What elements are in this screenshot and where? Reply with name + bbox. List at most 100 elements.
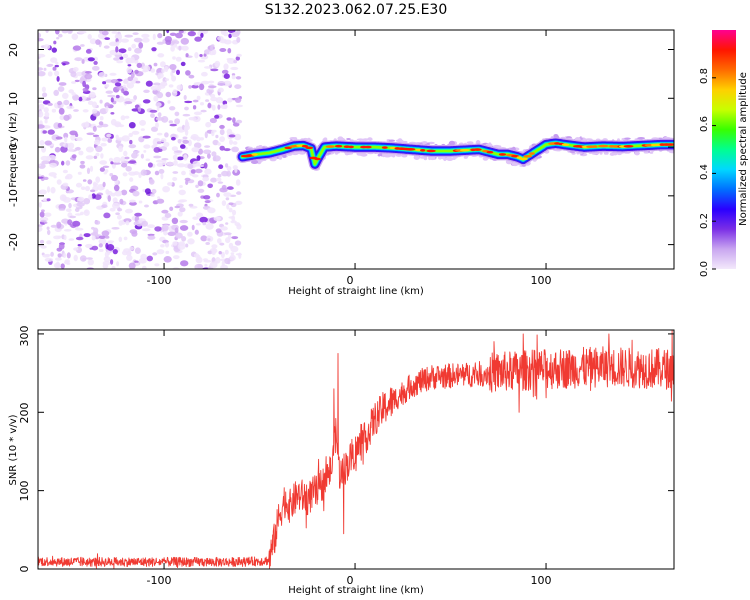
noise-speckle [54, 146, 61, 153]
noise-speckle [199, 216, 208, 223]
noise-speckle [56, 179, 62, 185]
noise-speckle [234, 240, 242, 246]
noise-speckle [38, 32, 42, 39]
noise-speckle [169, 32, 177, 36]
noise-speckle [164, 78, 170, 81]
noise-speckle [99, 160, 108, 165]
noise-speckle [55, 30, 60, 35]
noise-speckle [91, 235, 96, 241]
noise-speckle [208, 80, 215, 84]
noise-speckle [217, 173, 222, 178]
noise-speckle [193, 111, 203, 116]
noise-speckle [66, 148, 74, 152]
noise-speckle [134, 262, 140, 266]
noise-speckle [62, 142, 71, 148]
noise-speckle [78, 96, 83, 102]
noise-speckle [44, 257, 54, 262]
noise-speckle [38, 190, 42, 194]
noise-speckle [101, 137, 108, 142]
track-core [528, 152, 535, 155]
noise-speckle [168, 120, 173, 124]
noise-speckle [87, 57, 95, 62]
noise-speckle [172, 171, 179, 174]
colorbar-tick-label: 0.0 [699, 261, 710, 277]
noise-speckle [92, 87, 97, 91]
noise-speckle [209, 117, 217, 124]
noise-speckle [90, 189, 96, 193]
noise-speckle [194, 229, 199, 235]
snr-xtick-label: -100 [147, 574, 172, 587]
noise-speckle [55, 61, 59, 65]
noise-speckle [60, 263, 65, 269]
noise-speckle [118, 220, 123, 226]
noise-speckle [235, 56, 240, 61]
noise-speckle [184, 100, 193, 104]
track-halo-speckle [634, 151, 640, 156]
noise-speckle [99, 116, 104, 121]
noise-speckle [61, 195, 67, 201]
spectrogram-ticks [38, 30, 674, 269]
noise-speckle [192, 99, 199, 103]
noise-speckle [133, 150, 141, 154]
noise-speckle [58, 107, 65, 115]
noise-speckle [160, 138, 167, 143]
noise-speckle [179, 207, 186, 213]
noise-speckle [115, 212, 120, 215]
noise-speckle [39, 211, 45, 218]
noise-speckle [65, 160, 71, 166]
noise-speckle [91, 101, 98, 108]
noise-speckle [74, 57, 83, 62]
noise-speckle [223, 148, 231, 152]
snr-ytick-label: 100 [18, 481, 31, 502]
noise-speckle [150, 85, 159, 91]
noise-speckle [171, 40, 180, 45]
noise-speckle [112, 202, 120, 209]
noise-speckle [230, 66, 239, 71]
noise-speckle [202, 176, 210, 182]
noise-speckle [199, 54, 203, 57]
noise-speckle [234, 222, 241, 227]
noise-speckle [161, 158, 169, 161]
noise-speckle [174, 227, 179, 234]
noise-speckle [143, 89, 150, 94]
noise-speckle [86, 257, 93, 260]
noise-speckle [72, 94, 80, 101]
noise-speckle [116, 137, 125, 141]
noise-speckle [146, 255, 153, 262]
noise-speckle [197, 164, 206, 167]
noise-speckle [98, 249, 104, 252]
noise-speckle [38, 201, 42, 208]
noise-speckle [144, 204, 149, 208]
noise-speckle [200, 109, 207, 113]
noise-speckle [126, 57, 130, 65]
noise-speckle [215, 228, 222, 233]
noise-speckle [132, 77, 138, 82]
noise-speckle [97, 184, 105, 191]
noise-speckle [217, 142, 221, 146]
noise-speckle [183, 95, 187, 100]
noise-speckle [61, 160, 65, 166]
noise-speckle [163, 255, 172, 263]
noise-speckle [123, 218, 132, 223]
track-halo-speckle [448, 140, 455, 146]
noise-speckle [192, 136, 197, 141]
track-core [335, 144, 343, 148]
noise-speckle [110, 259, 114, 265]
noise-speckle [105, 106, 109, 113]
chart-title: S132.2023.062.07.25.E30 [265, 2, 448, 18]
noise-speckle [219, 129, 225, 136]
noise-speckle [104, 102, 111, 109]
noise-speckle [134, 47, 142, 54]
noise-speckle [63, 229, 72, 232]
noise-speckle [169, 123, 177, 127]
noise-speckle [63, 234, 67, 241]
noise-speckle [114, 82, 122, 87]
colorbar-ticks [712, 77, 716, 270]
noise-speckle [212, 139, 219, 146]
noise-speckle [133, 37, 143, 43]
noise-speckle [128, 160, 137, 164]
noise-speckle [55, 136, 63, 140]
noise-speckle [227, 97, 233, 103]
noise-speckle [200, 235, 208, 242]
noise-speckle [193, 142, 202, 149]
